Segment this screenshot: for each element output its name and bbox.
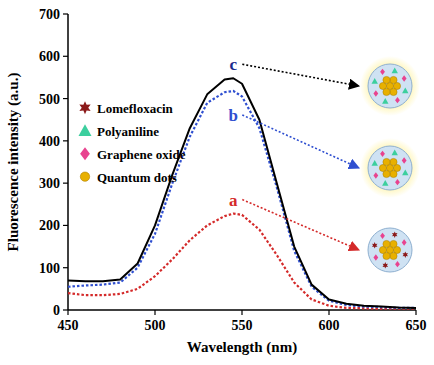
triangle-icon <box>392 150 398 156</box>
dot-icon <box>80 172 89 181</box>
y-tick-label: 600 <box>39 49 60 64</box>
y-tick <box>63 140 68 141</box>
y-tick <box>63 13 68 14</box>
y-tick <box>63 183 68 184</box>
glow <box>360 138 420 198</box>
star-icon <box>383 262 389 268</box>
line-series <box>68 78 416 308</box>
quantum-dot <box>390 76 397 83</box>
triangle-icon <box>402 170 408 176</box>
y-tick-label: 100 <box>39 261 60 276</box>
series-label: c <box>230 55 238 74</box>
diamond-icon <box>373 254 378 260</box>
x-tick-label: 500 <box>145 318 166 333</box>
x-tick <box>328 310 329 315</box>
triangle-icon <box>372 160 378 166</box>
star-icon <box>79 101 90 114</box>
nanostructure-cartoon <box>360 56 420 116</box>
x-tick <box>241 310 242 315</box>
x-axis-title: Wavelength (nm) <box>187 339 297 356</box>
x-tick <box>154 310 155 315</box>
quantum-dot <box>390 158 397 165</box>
diamond-icon <box>395 261 400 267</box>
legend-label: Graphene oxide <box>97 147 186 162</box>
diamond-icon <box>380 151 385 157</box>
x-tick-label: 650 <box>406 318 427 333</box>
nanostructure-cartoon <box>368 228 412 272</box>
series-label: b <box>229 106 238 125</box>
star-icon <box>392 232 398 238</box>
y-tick-label: 0 <box>53 303 60 318</box>
y-axis <box>67 14 69 310</box>
legend-label: Polyaniline <box>97 124 159 139</box>
quantum-dot <box>390 88 397 95</box>
shell <box>368 228 412 272</box>
y-tick-label: 500 <box>39 92 60 107</box>
glow <box>360 56 420 116</box>
star-icon <box>403 252 409 258</box>
legend-label: Lomefloxacin <box>97 101 174 116</box>
star-icon <box>372 242 378 248</box>
nanostructure-cartoon <box>360 138 420 198</box>
leader-arrow <box>242 115 359 168</box>
y-tick-label: 200 <box>39 218 60 233</box>
y-tick <box>63 98 68 99</box>
quantum-dot <box>383 158 390 165</box>
triangle-icon <box>372 78 378 84</box>
shell <box>368 146 412 190</box>
y-tick-label: 700 <box>39 7 60 22</box>
chart: 450 500 550 600 650 0 100 200 300 400 500 600 700 Wav… <box>0 0 434 365</box>
triangle-icon <box>79 124 92 136</box>
triangle-icon <box>382 98 388 104</box>
line-series <box>68 214 416 309</box>
quantum-dot <box>383 240 390 247</box>
x-tick-label: 600 <box>319 318 340 333</box>
leader-arrow <box>242 64 359 86</box>
diamond-icon <box>395 97 400 103</box>
y-axis-title: Fluorescence intensity (a.u.) <box>5 73 22 252</box>
y-tick-label: 400 <box>39 134 60 149</box>
diamond-icon <box>373 172 378 178</box>
triangle-icon <box>392 68 398 74</box>
y-tick-label: 300 <box>39 176 60 191</box>
legend-label: Quantum dots <box>97 170 177 185</box>
diamond-icon <box>402 157 407 163</box>
quantum-dot <box>383 88 390 95</box>
shell <box>368 64 412 108</box>
diamond-icon <box>380 69 385 75</box>
line-series <box>68 91 416 308</box>
plot-area <box>68 78 416 308</box>
triangle-icon <box>382 180 388 186</box>
diamond-icon <box>380 233 385 239</box>
x-tick-label: 450 <box>58 318 79 333</box>
diamond-icon <box>373 90 378 96</box>
diamond-icon <box>402 239 407 245</box>
y-tick <box>63 267 68 268</box>
quantum-dot <box>390 170 397 177</box>
quantum-dot <box>383 252 390 259</box>
y-tick <box>63 56 68 57</box>
diamond-icon <box>395 179 400 185</box>
series-label: a <box>229 191 238 210</box>
quantum-dot <box>383 170 390 177</box>
x-tick <box>415 310 416 315</box>
leader-arrow <box>242 200 359 250</box>
chart-root: 450 500 550 600 650 0 100 200 300 400 500 600 700 Wav… <box>0 0 434 365</box>
y-tick <box>63 225 68 226</box>
quantum-dot <box>390 240 397 247</box>
x-tick <box>67 310 68 315</box>
x-tick-label: 550 <box>232 318 253 333</box>
quantum-dot <box>390 252 397 259</box>
triangle-icon <box>402 88 408 94</box>
y-tick <box>63 309 68 310</box>
diamond-icon <box>80 147 90 160</box>
diamond-icon <box>402 75 407 81</box>
quantum-dot <box>383 76 390 83</box>
